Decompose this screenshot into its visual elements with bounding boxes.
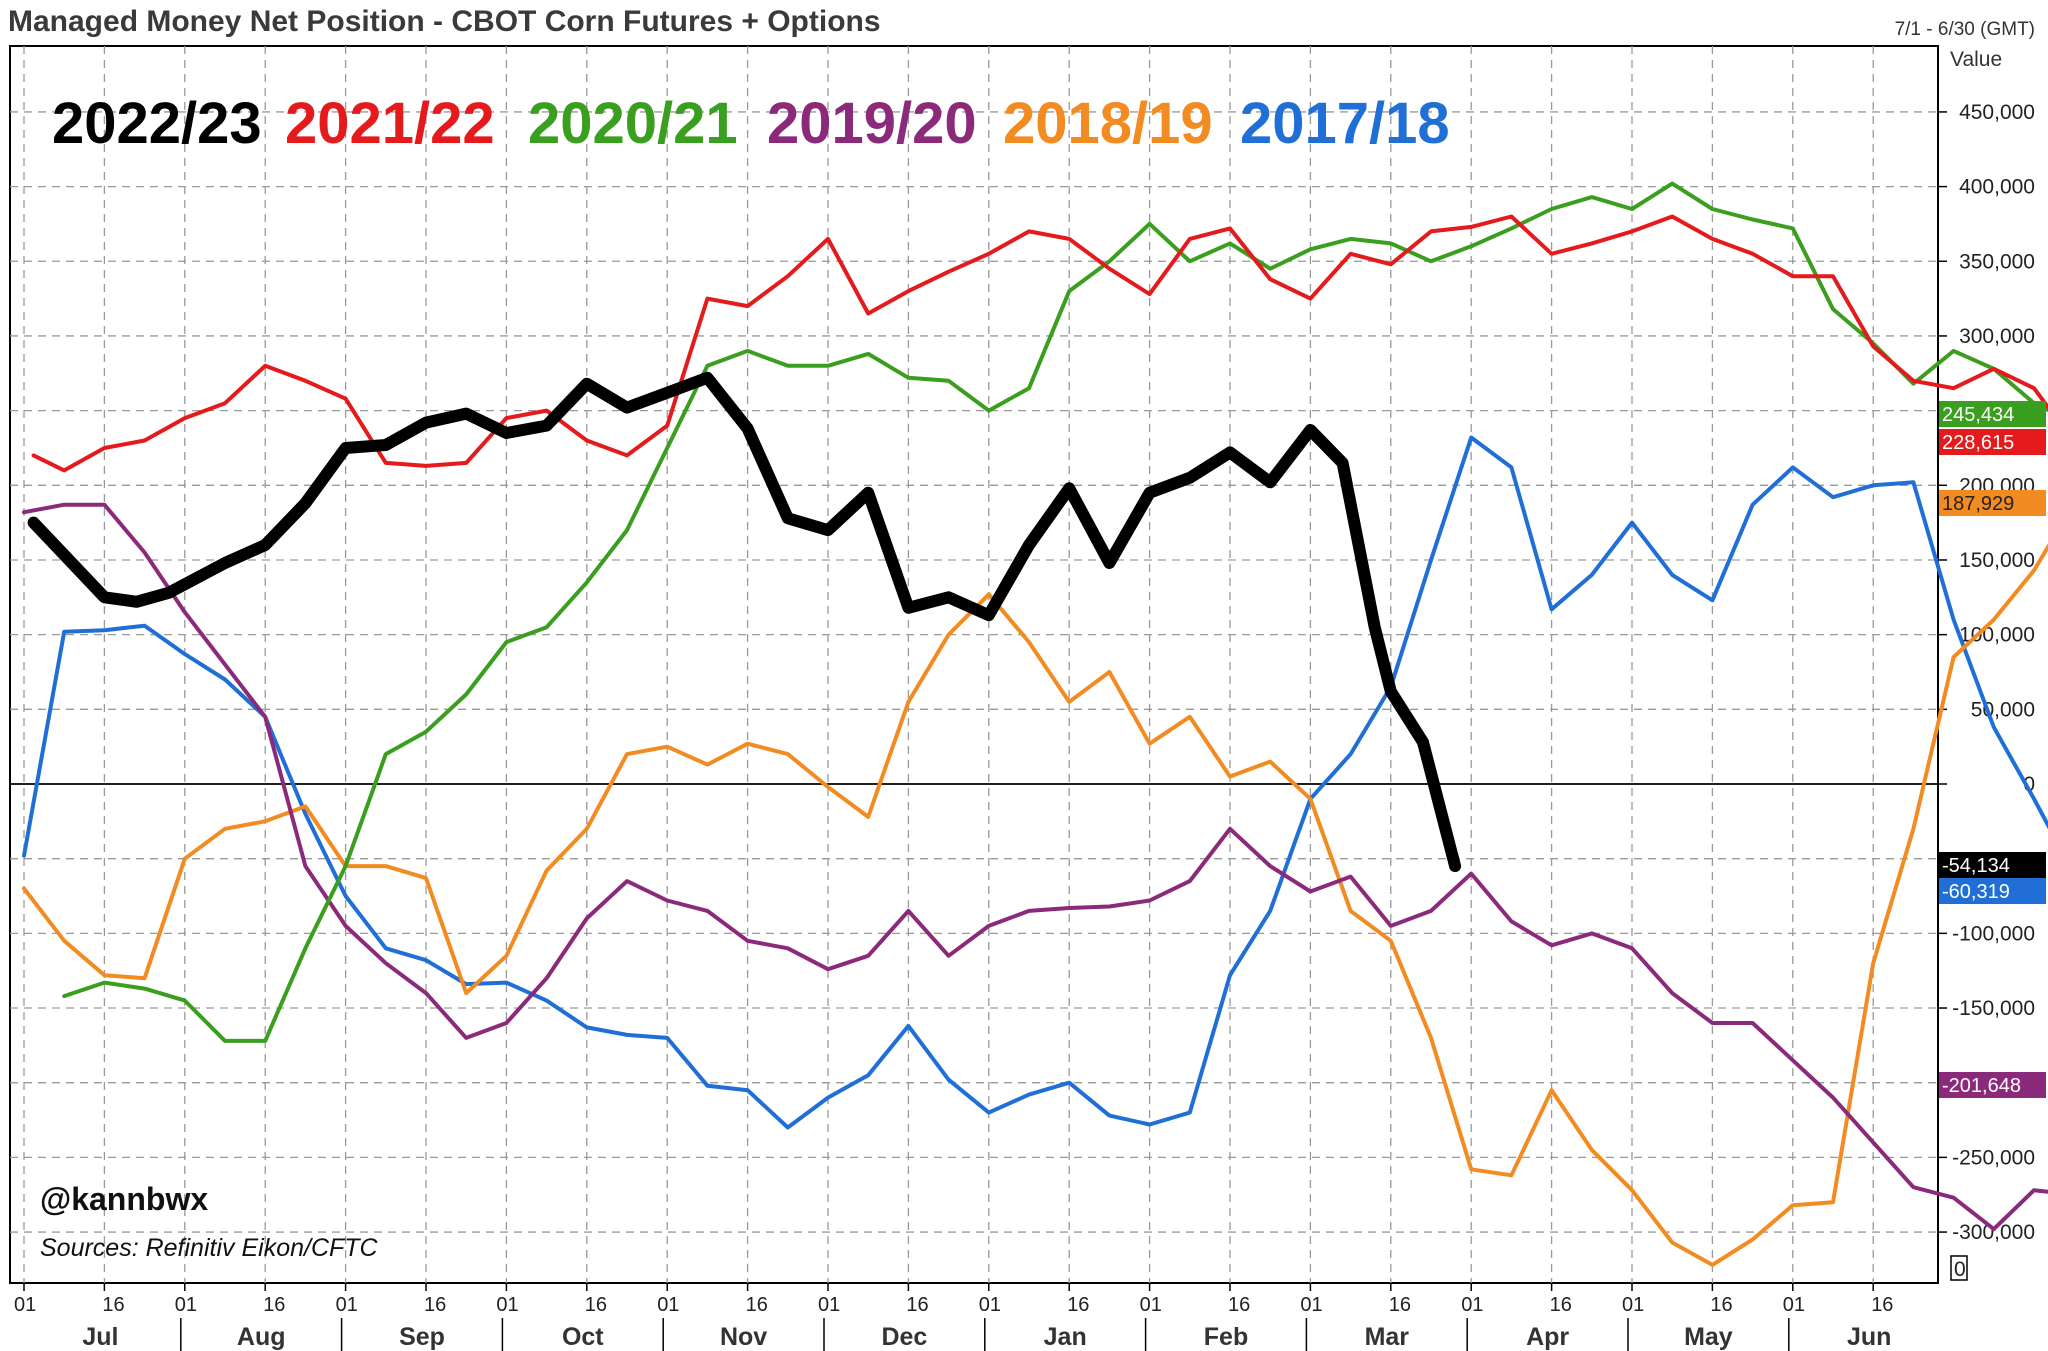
x-month-label: Apr bbox=[1526, 1323, 1569, 1351]
x-day-label: 16 bbox=[102, 1294, 124, 1316]
x-day-label: 01 bbox=[175, 1294, 197, 1316]
x-day-label: 01 bbox=[336, 1294, 358, 1316]
series-line-2020-21 bbox=[62, 181, 2048, 1043]
x-month-label: Aug bbox=[237, 1323, 286, 1351]
x-day-label: 16 bbox=[1871, 1294, 1893, 1316]
last-value-label: -54,134 bbox=[1942, 855, 2010, 877]
x-month-label: Jan bbox=[1044, 1323, 1087, 1351]
series-line-2018-19 bbox=[22, 543, 2048, 1267]
y-tick-label: 450,000 bbox=[1959, 101, 2035, 124]
gridlines bbox=[10, 46, 1938, 1283]
bottom-marker-box bbox=[1950, 1255, 1968, 1281]
plot-frame bbox=[9, 45, 1939, 1284]
series-line-2017-18 bbox=[22, 435, 2048, 1130]
bottom-marker: 0 bbox=[1954, 1258, 1966, 1281]
y-tick-label: 50,000 bbox=[1971, 698, 2035, 721]
x-day-label: 01 bbox=[14, 1294, 36, 1316]
x-month-label: Nov bbox=[720, 1323, 767, 1351]
y-tick-label: -300,000 bbox=[1952, 1221, 2035, 1244]
last-value-badge bbox=[1939, 429, 2046, 455]
x-month-label: Sep bbox=[399, 1323, 445, 1351]
y-tick-label: -100,000 bbox=[1952, 922, 2035, 945]
series-line-2019-20 bbox=[22, 502, 2048, 1232]
sources-note: Sources: Refinitiv Eikon/CFTC bbox=[40, 1234, 379, 1262]
legend-entry: 2019/20 bbox=[767, 91, 977, 156]
y-tick-label: 0 bbox=[2023, 773, 2035, 796]
legend: 2022/23 2021/22 2020/21 2019/20 2018/19 2017/… bbox=[52, 91, 1450, 156]
x-month-label: Feb bbox=[1204, 1323, 1248, 1351]
x-month-label: May bbox=[1684, 1323, 1733, 1351]
legend-entry: 2017/18 bbox=[1240, 91, 1450, 156]
last-value-label: 245,434 bbox=[1942, 404, 2014, 426]
last-value-label: 187,929 bbox=[1942, 493, 2014, 515]
x-day-label: 16 bbox=[1550, 1294, 1572, 1316]
legend-entry: 2018/19 bbox=[1003, 91, 1213, 156]
legend-entry: 2020/21 bbox=[528, 91, 738, 156]
x-day-label: 01 bbox=[1461, 1294, 1483, 1316]
date-range-label: 7/1 - 6/30 (GMT) bbox=[1895, 19, 2035, 40]
legend-entry: 2022/23 bbox=[52, 91, 262, 156]
series-line-2021-22 bbox=[31, 214, 2048, 473]
x-day-label: 16 bbox=[1228, 1294, 1250, 1316]
legend-entry: 2021/22 bbox=[285, 91, 495, 156]
x-day-label: 16 bbox=[906, 1294, 928, 1316]
y-tick-label: 150,000 bbox=[1959, 549, 2035, 572]
x-day-label: 16 bbox=[424, 1294, 446, 1316]
x-day-label: 16 bbox=[585, 1294, 607, 1316]
chart-title: Managed Money Net Position - CBOT Corn F… bbox=[8, 5, 881, 38]
x-day-label: 16 bbox=[746, 1294, 768, 1316]
x-day-label: 01 bbox=[657, 1294, 679, 1316]
y-tick-label: 100,000 bbox=[1959, 624, 2035, 647]
x-day-label: 01 bbox=[1783, 1294, 1805, 1316]
series-lines bbox=[22, 181, 2048, 1267]
x-day-label: 16 bbox=[1389, 1294, 1411, 1316]
x-day-label: 16 bbox=[263, 1294, 285, 1316]
x-day-label: 01 bbox=[818, 1294, 840, 1316]
x-month-label: Dec bbox=[881, 1323, 927, 1351]
x-day-label: 16 bbox=[1710, 1294, 1732, 1316]
last-value-label: 228,615 bbox=[1942, 432, 2014, 454]
x-day-label: 01 bbox=[1300, 1294, 1322, 1316]
last-value-badge bbox=[1939, 852, 2046, 878]
x-day-label: 01 bbox=[496, 1294, 518, 1316]
x-month-label: Oct bbox=[562, 1323, 604, 1351]
last-value-badge bbox=[1939, 401, 2046, 427]
y-tick-label: -150,000 bbox=[1952, 997, 2035, 1020]
x-month-label: Jun bbox=[1847, 1323, 1891, 1351]
last-value-badge bbox=[1939, 878, 2046, 904]
x-day-label: 01 bbox=[1622, 1294, 1644, 1316]
x-day-label: 16 bbox=[1067, 1294, 1089, 1316]
x-axis: 01 16 01 16 01 16 01 16 01 16 01 16 01 16 01 16 01 16 01 16… bbox=[14, 1283, 1893, 1351]
x-month-label: Jul bbox=[82, 1323, 118, 1351]
author-handle: @kannbwx bbox=[40, 1181, 208, 1217]
y-tick-label: -250,000 bbox=[1952, 1146, 2035, 1169]
last-value-badge bbox=[1939, 1072, 2046, 1098]
x-day-label: 01 bbox=[1140, 1294, 1162, 1316]
y-tick-label: 300,000 bbox=[1959, 325, 2035, 348]
series-line-2022-23 bbox=[27, 371, 1462, 873]
y-tick-label: 350,000 bbox=[1959, 250, 2035, 273]
x-month-label: Mar bbox=[1365, 1323, 1410, 1351]
x-day-label: 01 bbox=[979, 1294, 1001, 1316]
last-value-badge bbox=[1939, 490, 2046, 516]
last-value-badges: -54,134 228,615 245,434 -201,648 187,929 -60,… bbox=[1939, 401, 2046, 1098]
y-tick-label: 400,000 bbox=[1959, 176, 2035, 199]
last-value-label: -201,648 bbox=[1942, 1075, 2021, 1097]
last-value-label: -60,319 bbox=[1942, 881, 2010, 903]
y-axis-title: Value bbox=[1950, 48, 2002, 71]
